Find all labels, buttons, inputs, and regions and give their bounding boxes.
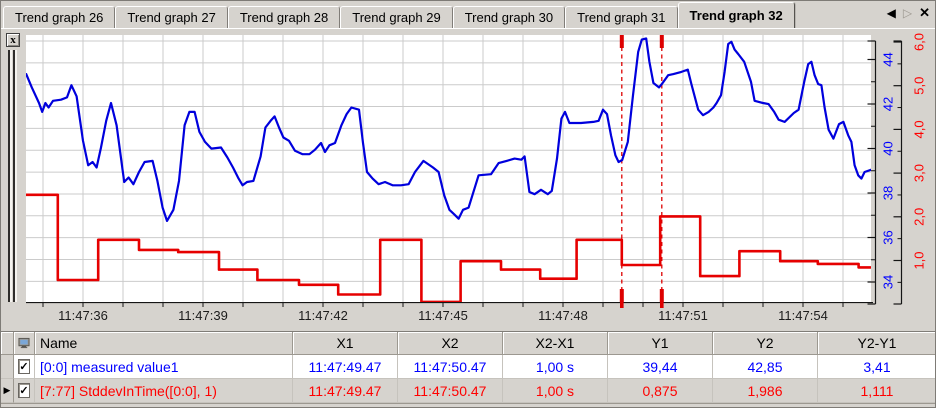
- column-header-label: X2-X1: [535, 335, 575, 351]
- tab-trend-graph-28[interactable]: Trend graph 28: [227, 6, 341, 28]
- cell-name-row1: [0:0] measured value1: [35, 355, 293, 379]
- y-axis-tick-label: 4,0: [911, 120, 926, 138]
- cell-x2-row1: 11:47:50.47: [398, 355, 503, 379]
- column-header-label: Name: [40, 335, 78, 351]
- time-label: 11:47:54: [778, 308, 828, 323]
- visibility-checkbox-row2[interactable]: ✓: [14, 379, 35, 403]
- trend-chart-pane: x 11:47:36 11:47:39 11:47:42 11:47:45 11:47:…: [1, 28, 935, 331]
- column-header-name[interactable]: Name: [35, 332, 293, 355]
- plot-area[interactable]: [24, 35, 873, 304]
- y-axis-tick-label: 40: [880, 141, 895, 155]
- cursor-cap-bottom-x2[interactable]: [659, 289, 664, 302]
- cell-dy-row1: 3,41: [818, 355, 935, 379]
- cell-dx-row2: 1,00 s: [503, 379, 608, 403]
- tab-trend-graph-30[interactable]: Trend graph 30: [452, 6, 566, 28]
- time-label: 11:47:36: [58, 308, 108, 323]
- current-row-arrow-icon: ▶: [3, 385, 11, 395]
- time-label: 11:47:39: [178, 308, 228, 323]
- column-header-y2[interactable]: Y2: [713, 332, 818, 355]
- y-axis-tick-label: 3,0: [911, 164, 926, 182]
- tab-trend-graph-29[interactable]: Trend graph 29: [340, 6, 453, 28]
- tab-trend-graph-27[interactable]: Trend graph 27: [115, 6, 228, 28]
- tab-strip: Trend graph 26 Trend graph 27 Trend graph …: [3, 1, 795, 28]
- y-axis-tick-label: 5,0: [911, 77, 926, 95]
- column-header-dx[interactable]: X2-X1: [503, 332, 608, 355]
- time-label: 11:47:45: [418, 308, 468, 323]
- tabs-scroll-left-button[interactable]: ◀: [886, 6, 896, 20]
- y-axis-tick-label: 6,0: [911, 33, 926, 51]
- column-header-label: X1: [336, 335, 354, 351]
- cell-x1-row1: 11:47:49.47: [293, 355, 398, 379]
- trend-curves: [24, 35, 873, 304]
- cell-x1-row2: 11:47:49.47: [293, 379, 398, 403]
- y-axis-tick-label: 44: [880, 52, 895, 66]
- y-axis-tick-label: 2,0: [911, 208, 926, 226]
- tab-navigation: ◀ ▷ ✕: [886, 5, 930, 21]
- cursor-cap-bottom-x1[interactable]: [619, 289, 624, 302]
- bottom-strip: [1, 403, 935, 407]
- tab-trend-graph-31[interactable]: Trend graph 31: [565, 6, 678, 28]
- time-label: 11:47:42: [298, 308, 348, 323]
- row-indicator-cell[interactable]: ▶: [1, 379, 14, 403]
- curve-data-table: Name X1 X2 X2-X1 Y1 Y2 Y2-Y1 ✓ [0:0] measured va…: [1, 331, 935, 403]
- row-indicator-cell[interactable]: [1, 355, 14, 379]
- column-header-blank[interactable]: [1, 332, 14, 355]
- tab-bar: Trend graph 26 Trend graph 27 Trend graph …: [1, 1, 935, 28]
- column-header-x1[interactable]: X1: [293, 332, 398, 355]
- cell-y2-row1: 42,85: [713, 355, 818, 379]
- tabs-scroll-right-button[interactable]: ▷: [902, 6, 913, 20]
- checkbox-icon[interactable]: ✓: [18, 359, 30, 374]
- column-header-label: Y1: [651, 335, 669, 351]
- column-header-x2[interactable]: X2: [398, 332, 503, 355]
- time-label: 11:47:51: [658, 308, 708, 323]
- time-label: 11:47:48: [538, 308, 588, 323]
- tab-trend-graph-26[interactable]: Trend graph 26: [3, 6, 116, 28]
- cursor-axis-mark-x2: [660, 302, 664, 308]
- cell-y1-row1: 39,44: [608, 355, 713, 379]
- cursor-cap-top-x2[interactable]: [659, 35, 664, 48]
- cursor-axis-mark-x1: [620, 302, 624, 308]
- y-axis-tick-label: 1,0: [911, 251, 926, 269]
- x-axis: [26, 302, 873, 308]
- cell-name-row2: [7:77] StddevInTime([0:0], 1): [35, 379, 293, 403]
- tabs-close-button[interactable]: ✕: [919, 5, 930, 20]
- vertical-splitter-grip[interactable]: [8, 50, 17, 302]
- column-header-y1[interactable]: Y1: [608, 332, 713, 355]
- cell-dy-row2: 1,111: [818, 379, 935, 403]
- column-header-blank[interactable]: [14, 332, 35, 355]
- tab-trend-graph-32[interactable]: Trend graph 32: [677, 2, 795, 28]
- column-header-label: Y2: [756, 335, 774, 351]
- curve-stddev: [24, 193, 873, 304]
- y-axis-tick-label: 42: [880, 97, 895, 111]
- visibility-checkbox-row1[interactable]: ✓: [14, 355, 35, 379]
- cell-y2-row2: 1,986: [713, 379, 818, 403]
- checkbox-icon[interactable]: ✓: [18, 383, 30, 398]
- monitor-icon: [18, 337, 30, 349]
- pane-close-button[interactable]: x: [6, 33, 20, 47]
- y-axis-tick-label: 36: [880, 230, 895, 244]
- cell-x2-row2: 11:47:50.47: [398, 379, 503, 403]
- cursor-cap-top-x1[interactable]: [619, 35, 624, 48]
- y-axis-tick-label: 34: [880, 275, 895, 289]
- column-header-dy[interactable]: Y2-Y1: [818, 332, 935, 355]
- cell-dx-row1: 1,00 s: [503, 355, 608, 379]
- right-value-axes: 34 36 38 40 42 44 1,0 2,0 3,0 4,0 5,0 6,0: [867, 33, 926, 305]
- cell-y1-row2: 0,875: [608, 379, 713, 403]
- y-axis-tick-label: 38: [880, 186, 895, 200]
- column-header-label: X2: [441, 335, 459, 351]
- column-header-label: Y2-Y1: [857, 335, 897, 351]
- curve-measured-value: [25, 37, 873, 222]
